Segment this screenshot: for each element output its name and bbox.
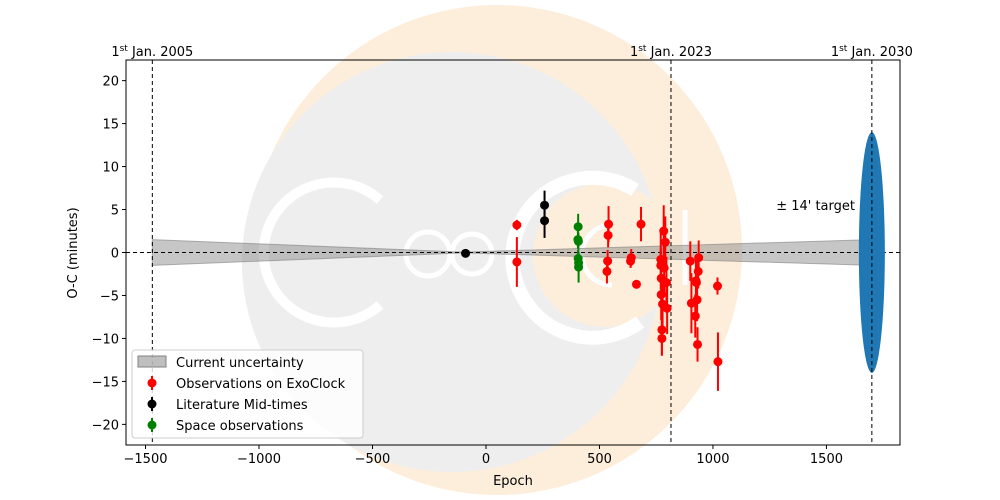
y-tick-label: −15 [92,375,119,390]
data-point [461,248,471,258]
plot-area [126,60,900,445]
data-point [662,303,672,313]
data-point [626,253,636,263]
legend-marker [147,420,157,430]
date-marker-label: 1st Jan. 2005 [111,44,193,60]
data-point [636,219,646,229]
series-literature-mid-times [461,190,550,258]
data-point [574,262,584,272]
legend-label: Literature Mid-times [176,398,308,413]
target-annotation: ± 14' target [776,199,855,214]
x-tick-label: 1500 [810,452,843,467]
data-point [512,257,522,267]
axis-ticks: −1500 −1000 −500 0 500 1000 1500 −20 −15 −10 −5 0 5 1… [92,75,843,467]
data-point [660,237,670,247]
x-tick-label: 0 [482,452,490,467]
legend-label: Space observations [176,419,304,434]
series-space-observations [573,213,584,283]
legend-marker [147,399,157,409]
data-point [540,216,550,226]
series-observations-on-exoclock [512,205,723,391]
date-marker-label: 1st Jan. 2023 [630,44,712,60]
x-tick-label: 1000 [696,452,729,467]
x-tick-label: −500 [355,452,391,467]
legend-swatch [137,355,167,368]
legend-label: Observations on ExoClock [176,377,346,392]
data-point [685,256,695,266]
x-tick-label: 500 [587,452,612,467]
data-point [573,222,583,232]
exoclock-watermark-logo [242,5,742,495]
date-marker-label: 1st Jan. 2030 [831,44,913,60]
data-point [692,295,702,305]
data-point [690,311,700,321]
x-axis-label: Epoch [493,474,533,489]
x-tick-label: −1000 [237,452,281,467]
data-point [603,256,613,266]
y-tick-label: 0 [111,247,119,262]
y-tick-label: 5 [111,204,119,219]
legend: Current uncertainty Observations on ExoCl… [131,349,364,439]
data-point [659,226,669,236]
data-point [512,220,522,230]
data-point [713,357,723,367]
y-tick-label: 20 [102,75,119,90]
y-tick-label: −20 [92,418,119,433]
y-axis-label: O-C (minutes) [66,207,81,298]
data-point [604,219,614,229]
data-point [657,333,667,343]
legend-label: Current uncertainty [176,356,304,371]
y-tick-label: 10 [102,161,119,176]
data-point [694,253,704,263]
y-tick-label: 15 [102,118,119,133]
y-tick-label: −10 [92,332,119,347]
data-point [713,281,723,291]
legend-marker [147,378,157,388]
data-point [631,279,641,289]
x-tick-label: −1500 [124,452,168,467]
data-point [693,339,703,349]
y-tick-label: −5 [100,289,119,304]
data-point [573,236,583,246]
